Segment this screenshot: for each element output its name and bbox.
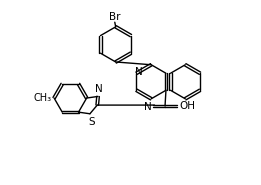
Text: OH: OH	[179, 101, 195, 111]
Text: S: S	[88, 117, 95, 127]
Text: CH₃: CH₃	[33, 93, 51, 103]
Text: Br: Br	[109, 12, 121, 22]
Text: N: N	[135, 67, 143, 77]
Text: N: N	[144, 102, 152, 112]
Text: N: N	[95, 84, 103, 94]
